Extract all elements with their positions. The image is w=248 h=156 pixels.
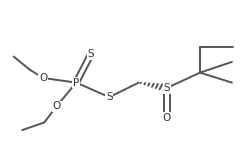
Text: S: S (106, 92, 113, 102)
Text: S: S (164, 83, 170, 93)
Text: O: O (52, 101, 61, 111)
Text: P: P (73, 78, 79, 88)
Text: O: O (39, 73, 47, 83)
Text: S: S (88, 49, 94, 59)
Text: O: O (163, 113, 171, 123)
